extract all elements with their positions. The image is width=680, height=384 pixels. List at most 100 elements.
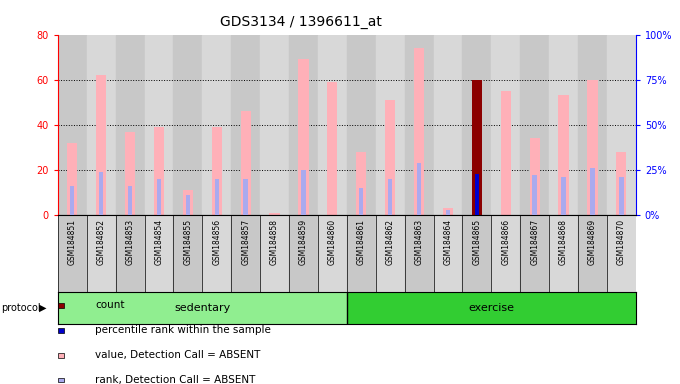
Bar xyxy=(318,35,347,215)
Bar xyxy=(578,35,607,215)
Bar xyxy=(243,179,248,215)
Bar xyxy=(376,215,405,292)
Bar xyxy=(173,215,203,292)
Bar xyxy=(58,35,87,215)
Text: count: count xyxy=(95,300,124,310)
Bar xyxy=(532,175,537,215)
Bar xyxy=(144,215,173,292)
Bar xyxy=(462,35,492,215)
Bar xyxy=(530,138,540,215)
Bar xyxy=(405,35,434,215)
Text: GSM184852: GSM184852 xyxy=(97,219,105,265)
Bar xyxy=(347,35,376,215)
Bar xyxy=(116,215,144,292)
Bar xyxy=(607,215,636,292)
Bar xyxy=(67,143,78,215)
Text: GSM184858: GSM184858 xyxy=(270,219,279,265)
Bar xyxy=(96,75,106,215)
Text: GSM184863: GSM184863 xyxy=(415,219,424,265)
Text: rank, Detection Call = ABSENT: rank, Detection Call = ABSENT xyxy=(95,375,256,384)
Text: GSM184870: GSM184870 xyxy=(617,219,626,265)
Text: GSM184868: GSM184868 xyxy=(559,219,568,265)
Bar xyxy=(87,215,116,292)
Bar xyxy=(128,186,132,215)
Text: percentile rank within the sample: percentile rank within the sample xyxy=(95,325,271,335)
Text: GSM184862: GSM184862 xyxy=(386,219,394,265)
Bar xyxy=(462,215,492,292)
Text: value, Detection Call = ABSENT: value, Detection Call = ABSENT xyxy=(95,350,260,360)
Bar xyxy=(472,80,482,215)
Bar xyxy=(619,177,624,215)
Text: GSM184865: GSM184865 xyxy=(473,219,481,265)
Bar xyxy=(376,35,405,215)
Bar xyxy=(588,80,598,215)
Bar xyxy=(492,35,520,215)
Text: exercise: exercise xyxy=(469,303,514,313)
Text: sedentary: sedentary xyxy=(174,303,231,313)
Bar xyxy=(289,215,318,292)
Bar xyxy=(562,177,566,215)
Bar xyxy=(211,127,222,215)
Bar xyxy=(260,215,289,292)
Text: GSM184851: GSM184851 xyxy=(68,219,77,265)
Bar xyxy=(215,179,219,215)
Bar xyxy=(183,190,193,215)
Bar xyxy=(299,60,309,215)
Bar xyxy=(475,174,479,215)
Bar xyxy=(578,215,607,292)
Text: GSM184853: GSM184853 xyxy=(126,219,135,265)
Bar xyxy=(347,292,636,324)
Bar xyxy=(157,179,161,215)
Bar xyxy=(99,172,103,215)
Bar xyxy=(144,35,173,215)
Bar xyxy=(301,170,305,215)
Bar xyxy=(173,35,203,215)
Bar xyxy=(231,215,260,292)
Bar xyxy=(58,292,347,324)
Bar xyxy=(388,179,392,215)
Bar xyxy=(417,163,421,215)
Bar xyxy=(116,35,144,215)
Bar xyxy=(87,35,116,215)
Bar xyxy=(241,111,251,215)
Bar xyxy=(347,215,376,292)
Bar xyxy=(359,188,363,215)
Bar xyxy=(500,91,511,215)
Bar xyxy=(269,213,279,215)
Text: GSM184855: GSM184855 xyxy=(184,219,192,265)
Bar xyxy=(70,186,74,215)
Bar xyxy=(318,215,347,292)
Bar xyxy=(446,210,450,215)
Bar xyxy=(549,35,578,215)
Bar xyxy=(58,215,87,292)
Text: GSM184866: GSM184866 xyxy=(501,219,510,265)
Bar xyxy=(434,35,462,215)
Bar xyxy=(414,48,424,215)
Bar xyxy=(434,215,462,292)
Bar xyxy=(520,35,549,215)
Bar xyxy=(203,215,231,292)
Bar xyxy=(289,35,318,215)
Bar xyxy=(616,152,626,215)
Bar xyxy=(443,208,453,215)
Bar xyxy=(558,96,568,215)
Text: GSM184861: GSM184861 xyxy=(357,219,366,265)
Bar xyxy=(231,35,260,215)
Text: GSM184869: GSM184869 xyxy=(588,219,597,265)
Text: GDS3134 / 1396611_at: GDS3134 / 1396611_at xyxy=(220,15,381,29)
Text: GSM184859: GSM184859 xyxy=(299,219,308,265)
Bar xyxy=(125,132,135,215)
Bar xyxy=(590,168,594,215)
Text: protocol: protocol xyxy=(1,303,41,313)
Bar xyxy=(607,35,636,215)
Bar xyxy=(520,215,549,292)
Text: GSM184854: GSM184854 xyxy=(154,219,163,265)
Text: GSM184860: GSM184860 xyxy=(328,219,337,265)
Text: GSM184856: GSM184856 xyxy=(212,219,221,265)
Text: GSM184867: GSM184867 xyxy=(530,219,539,265)
Text: GSM184864: GSM184864 xyxy=(443,219,452,265)
Text: GSM184857: GSM184857 xyxy=(241,219,250,265)
Bar xyxy=(154,127,164,215)
Bar xyxy=(385,100,395,215)
Bar xyxy=(405,215,434,292)
